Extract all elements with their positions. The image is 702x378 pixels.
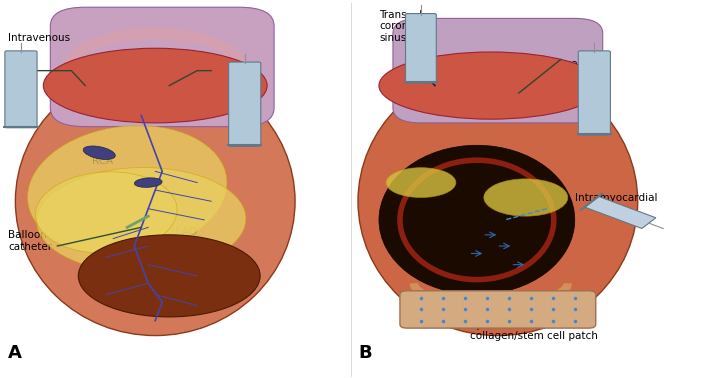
FancyBboxPatch shape bbox=[393, 19, 603, 123]
Ellipse shape bbox=[27, 125, 227, 254]
Ellipse shape bbox=[386, 168, 456, 198]
Text: Epicardial
collagen/stem cell patch: Epicardial collagen/stem cell patch bbox=[470, 320, 597, 341]
Ellipse shape bbox=[36, 172, 177, 253]
Ellipse shape bbox=[37, 167, 246, 272]
FancyBboxPatch shape bbox=[578, 51, 611, 135]
Ellipse shape bbox=[484, 179, 568, 216]
Text: LAD: LAD bbox=[176, 227, 197, 237]
Text: Transendocardial: Transendocardial bbox=[512, 59, 601, 69]
Ellipse shape bbox=[134, 178, 162, 187]
Ellipse shape bbox=[44, 48, 267, 123]
Text: RCA: RCA bbox=[92, 156, 114, 166]
Text: Intramyocardial: Intramyocardial bbox=[575, 193, 657, 203]
FancyBboxPatch shape bbox=[229, 62, 261, 146]
Ellipse shape bbox=[379, 145, 575, 294]
Text: Intracoronary: Intracoronary bbox=[141, 70, 212, 80]
FancyBboxPatch shape bbox=[406, 14, 437, 83]
Text: CFX: CFX bbox=[148, 186, 168, 196]
Text: B: B bbox=[358, 344, 371, 362]
Ellipse shape bbox=[84, 146, 115, 160]
FancyBboxPatch shape bbox=[400, 291, 596, 328]
FancyBboxPatch shape bbox=[5, 51, 37, 128]
Text: Intravenous: Intravenous bbox=[8, 33, 70, 43]
Polygon shape bbox=[585, 197, 656, 228]
Text: LV: LV bbox=[505, 242, 517, 252]
Ellipse shape bbox=[358, 67, 637, 336]
Text: A: A bbox=[8, 344, 22, 362]
Ellipse shape bbox=[15, 67, 295, 336]
Ellipse shape bbox=[79, 235, 260, 317]
Text: Trans
coronary
sinus*: Trans coronary sinus* bbox=[379, 9, 425, 43]
Text: Balloon
catheter: Balloon catheter bbox=[8, 230, 53, 252]
FancyBboxPatch shape bbox=[51, 7, 274, 127]
Ellipse shape bbox=[379, 52, 603, 119]
